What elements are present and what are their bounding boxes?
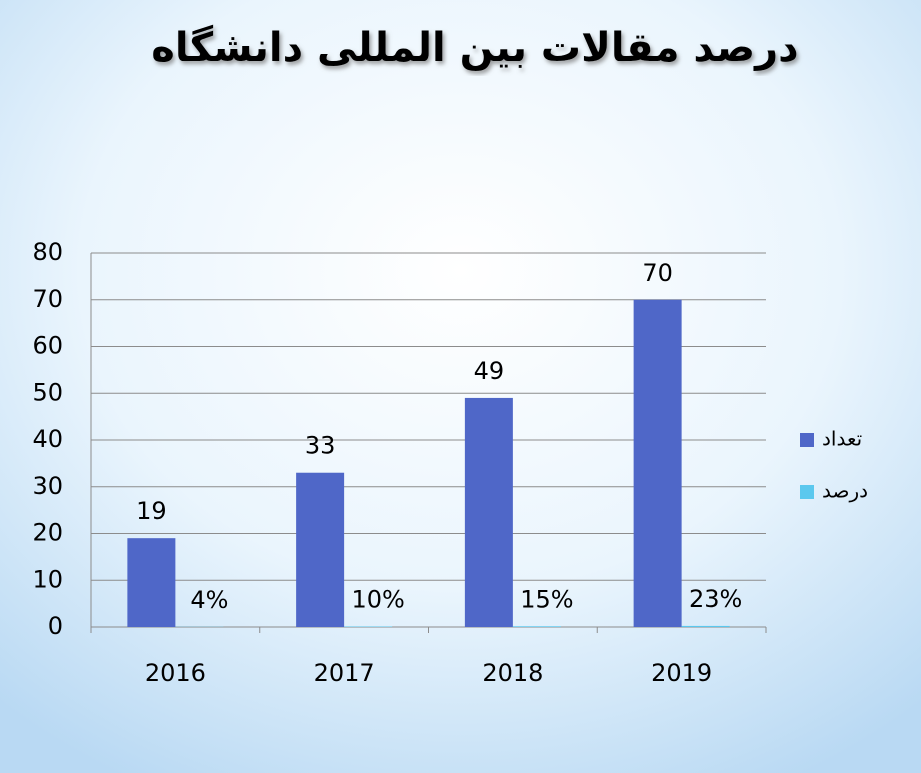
chart-title: درصد مقالات بین المللی دانشگاه <box>151 24 798 71</box>
data-label: 33 <box>305 432 336 460</box>
bar <box>296 472 345 627</box>
data-label: 49 <box>474 357 505 385</box>
y-tick-label: 20 <box>32 519 63 547</box>
x-tick-label: 2017 <box>314 659 375 687</box>
y-tick-label: 80 <box>32 238 63 266</box>
x-tick-label: 2019 <box>651 659 712 687</box>
data-label: 4% <box>190 586 228 614</box>
y-tick-label: 10 <box>32 565 63 593</box>
y-tick-label: 40 <box>32 425 63 453</box>
bar <box>633 299 682 627</box>
legend-swatch <box>800 433 814 447</box>
y-tick-label: 60 <box>32 332 63 360</box>
x-tick-label: 2016 <box>145 659 206 687</box>
legend-label: درصد <box>822 479 868 503</box>
y-tick-label: 0 <box>48 612 63 640</box>
x-tick-label: 2018 <box>482 659 543 687</box>
y-tick-label: 50 <box>32 378 63 406</box>
data-label: 70 <box>642 259 673 287</box>
data-label: 19 <box>136 497 167 525</box>
legend-label: تعداد <box>822 427 862 451</box>
legend-swatch <box>800 485 814 499</box>
bar <box>681 625 730 627</box>
y-tick-label: 30 <box>32 472 63 500</box>
y-tick-label: 70 <box>32 285 63 313</box>
bar <box>464 397 513 627</box>
bar <box>512 626 561 627</box>
data-label: 15% <box>520 585 573 613</box>
data-label: 10% <box>351 586 404 614</box>
data-label: 23% <box>689 585 742 613</box>
bar <box>127 538 176 627</box>
